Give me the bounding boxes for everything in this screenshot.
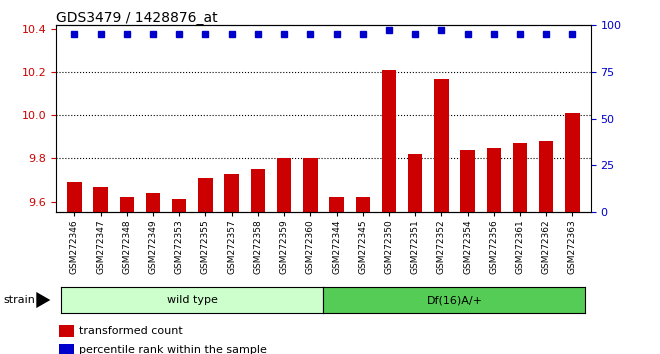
Text: percentile rank within the sample: percentile rank within the sample — [79, 346, 267, 354]
Bar — [224, 173, 239, 212]
Bar — [303, 159, 317, 212]
Bar — [565, 113, 579, 212]
Bar — [119, 197, 134, 212]
Text: wild type: wild type — [167, 295, 218, 305]
Text: strain: strain — [3, 295, 35, 305]
Bar — [513, 143, 527, 212]
Bar — [434, 79, 449, 212]
Bar — [251, 169, 265, 212]
Text: Df(16)A/+: Df(16)A/+ — [426, 295, 482, 305]
Bar — [329, 197, 344, 212]
Bar — [408, 154, 422, 212]
Bar — [460, 150, 475, 212]
Bar — [67, 182, 82, 212]
Polygon shape — [36, 292, 50, 308]
Bar — [94, 187, 108, 212]
Bar — [172, 199, 187, 212]
Text: GDS3479 / 1428876_at: GDS3479 / 1428876_at — [56, 11, 218, 25]
Bar — [277, 159, 291, 212]
Bar — [381, 70, 396, 212]
Bar — [356, 197, 370, 212]
Bar — [486, 148, 501, 212]
Bar — [539, 141, 553, 212]
Text: transformed count: transformed count — [79, 326, 183, 336]
Bar — [146, 193, 160, 212]
Bar — [198, 178, 213, 212]
